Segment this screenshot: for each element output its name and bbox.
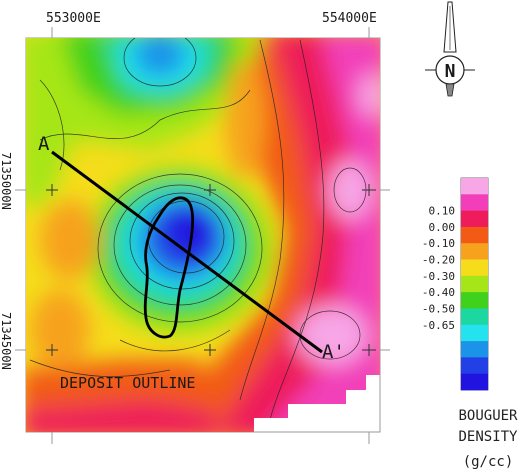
legend-title-line-1: BOUGUER [458,408,518,424]
legend-tick-label: -0.20 [422,254,455,267]
north-arrow-label: N [445,61,456,82]
legend-swatch [461,210,488,228]
northing-label-7135000: 7135000N [0,152,13,210]
legend-swatch [461,308,488,326]
profile-line [51,150,323,354]
legend-tick-label: 0.00 [429,221,456,234]
deposit-outline [143,196,195,339]
profile-start-label: A [38,133,50,155]
legend-swatch [461,373,488,391]
legend-swatch [461,292,488,309]
profile-end-label: A' [322,341,345,363]
easting-label-553000: 553000E [46,11,101,26]
legend-swatch [461,226,488,244]
legend-swatch [461,243,488,260]
density-legend: 0.10 0.00 -0.10 -0.20 -0.30 -0.40 -0.50 -0.65 B… [422,177,518,470]
legend-swatch [461,357,488,374]
grid-cross-marks [46,184,376,356]
contour-lines [29,38,367,421]
north-arrow: N [425,1,475,97]
legend-tick-label: 0.10 [429,205,456,218]
legend-swatch [461,324,488,342]
legend-title-line-3: (g/cc) [463,454,514,470]
legend-tick-label: -0.10 [422,237,455,250]
legend-tick-label: -0.30 [422,270,455,283]
legend-swatch [461,275,488,293]
northing-label-7134500: 7134500N [0,312,13,370]
bouguer-gravity-surface [26,38,380,432]
deposit-label: DEPOSIT OUTLINE [60,374,195,392]
legend-title-line-2: DENSITY [458,429,518,445]
legend-swatch [461,259,488,277]
easting-label-554000: 554000E [322,11,377,26]
legend-tick-label: -0.50 [422,302,455,315]
legend-tick-label: -0.65 [422,319,455,332]
legend-swatch [461,194,488,211]
legend-tick-label: -0.40 [422,286,455,299]
legend-swatch [461,341,488,358]
legend-swatch [461,178,488,195]
